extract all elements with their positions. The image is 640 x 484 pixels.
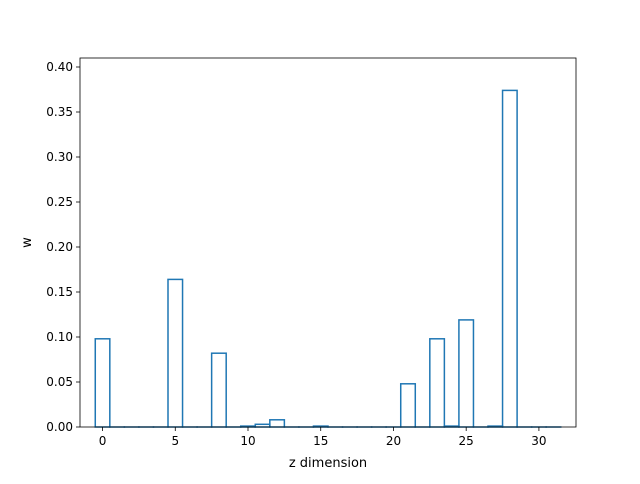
x-tick-label: 15 [313, 434, 328, 448]
y-tick-label: 0.30 [46, 150, 73, 164]
plot-area [80, 58, 576, 427]
x-tick-label: 10 [240, 434, 255, 448]
y-tick-label: 0.10 [46, 330, 73, 344]
x-axis-label: z dimension [289, 456, 367, 471]
x-tick-label: 20 [386, 434, 401, 448]
x-ticks: 0 5 10 15 20 25 30 [99, 427, 547, 448]
y-tick-label: 0.40 [46, 60, 73, 74]
y-tick-label: 0.00 [46, 420, 73, 434]
x-tick-label: 25 [459, 434, 474, 448]
x-tick-label: 0 [99, 434, 107, 448]
y-tick-label: 0.15 [46, 285, 73, 299]
y-ticks: 0.00 0.05 0.10 0.15 0.20 0.25 0.30 0.35 0.40 [46, 60, 80, 434]
x-tick-label: 30 [531, 434, 546, 448]
y-tick-label: 0.35 [46, 105, 73, 119]
y-axis-label: w [20, 237, 35, 248]
y-tick-label: 0.25 [46, 195, 73, 209]
y-tick-label: 0.20 [46, 240, 73, 254]
y-tick-label: 0.05 [46, 375, 73, 389]
x-tick-label: 5 [171, 434, 179, 448]
